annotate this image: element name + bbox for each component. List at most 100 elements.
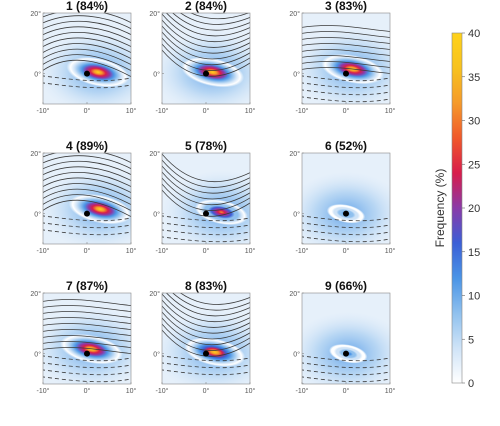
contour-line-solid — [162, 189, 250, 217]
contour-line-dashed — [162, 222, 250, 229]
center-dot — [203, 70, 209, 77]
contour-line-solid — [162, 165, 250, 194]
center-dot — [343, 70, 349, 77]
contour-line-dashed — [302, 222, 390, 229]
colorbar-tick-label: 30 — [468, 116, 480, 128]
frequency-hotspot — [68, 193, 131, 225]
panel-title: 8 (83%) — [185, 279, 227, 293]
y-tick-label: 20° — [149, 150, 160, 158]
contour-line-solid — [43, 32, 131, 48]
colorbar: 0 5 10 15 20 25 30 35 40 Frequency (%) — [433, 28, 480, 390]
contour-line-solid — [43, 323, 131, 330]
contour-line-solid — [162, 159, 250, 188]
contour-line-dashed — [302, 229, 390, 236]
panel-grid: 1 (84%)-10° 0° 10°0°20°2 (84%)-10° 0° 10°0°2… — [30, 0, 396, 395]
center-dot — [203, 210, 209, 217]
contour-line-solid — [162, 323, 250, 351]
contour-line-solid — [43, 166, 131, 182]
contour-line-solid — [43, 153, 131, 164]
colorbar-tick-label: 10 — [468, 291, 480, 303]
colorbar-label: Frequency (%) — [433, 169, 447, 248]
contour-line-solid — [43, 54, 131, 72]
contour-line-solid — [43, 59, 131, 78]
x-tick-label: 0° — [84, 247, 91, 255]
contour-line-solid — [302, 67, 390, 74]
contour-line-dashed — [43, 75, 131, 82]
contour-line-solid — [43, 299, 131, 306]
contour-line-dashed — [43, 229, 131, 236]
x-tick-label: -10° — [296, 107, 309, 115]
contour-line-solid — [172, 293, 250, 311]
x-tick-label: 10° — [385, 107, 396, 115]
center-dot — [343, 210, 349, 217]
contour-line-dashed — [162, 215, 250, 222]
x-tick-label: -10° — [156, 247, 169, 255]
contour-line-solid — [302, 31, 390, 38]
contour-line-solid — [302, 37, 390, 44]
panel-2: 2 (84%) -10° 0° 10° 0° 20° — [149, 0, 255, 115]
center-dot — [84, 210, 90, 217]
contour-line-solid — [162, 153, 250, 183]
contour-line-solid — [162, 43, 250, 71]
colorbar-tick-label: 5 — [468, 334, 474, 346]
x-tick-label: 10° — [245, 387, 256, 395]
x-tick-label: 10° — [385, 387, 396, 395]
y-tick-label: 0° — [293, 71, 300, 79]
contour-line-solid — [43, 317, 131, 324]
y-tick-label: 20° — [30, 150, 41, 158]
contour-line-solid — [302, 43, 390, 50]
x-tick-label: 0° — [343, 107, 350, 115]
x-tick-label: 10° — [245, 247, 256, 255]
y-tick-label: 0° — [34, 71, 41, 79]
contour-line-solid — [162, 329, 250, 357]
panel-title: 9 (66%) — [325, 279, 367, 293]
panel-8: 8 (83%) -10° 0° 10° 0° 20° — [149, 279, 256, 395]
contour-line-dashed — [302, 215, 390, 222]
y-tick-label: 20° — [149, 290, 160, 298]
x-tick-label: 10° — [126, 387, 137, 395]
contour-line-solid — [162, 177, 250, 206]
colorbar-tick-label: 25 — [468, 159, 480, 171]
contour-line-solid — [43, 43, 131, 60]
panel-title: 4 (89%) — [66, 139, 108, 153]
contour-line-solid — [162, 19, 250, 48]
contour-line-solid — [162, 317, 250, 346]
contour-line-dashed — [43, 362, 131, 369]
contour-line-solid — [165, 293, 250, 317]
contour-line-solid — [302, 55, 390, 62]
y-tick-label: 20° — [149, 10, 160, 18]
center-dot — [203, 350, 209, 357]
x-tick-label: -10° — [37, 107, 50, 115]
x-tick-label: 0° — [84, 107, 91, 115]
contour-line-dashed — [302, 75, 390, 82]
frequency-hotspot — [181, 56, 245, 88]
panel-3: 3 (83%) -10° 0° 10° 0° 20° — [289, 0, 396, 115]
x-tick-label: -10° — [296, 247, 309, 255]
contour-line-solid — [43, 183, 131, 200]
colorbar-gradient — [451, 32, 463, 384]
contour-line-solid — [43, 26, 131, 42]
y-tick-label: 20° — [30, 290, 41, 298]
x-tick-label: 0° — [343, 247, 350, 255]
y-tick-label: 0° — [34, 351, 41, 359]
contour-line-solid — [43, 20, 131, 36]
contour-line-solid — [43, 160, 131, 176]
y-tick-label: 0° — [293, 351, 300, 359]
center-dot — [84, 350, 90, 357]
contour-line-solid — [43, 172, 131, 188]
panel-9: 9 (66%) -10° 0° 10° 0° 20° — [289, 279, 396, 395]
y-tick-label: 0° — [34, 211, 41, 219]
y-tick-label: 20° — [30, 10, 41, 18]
colorbar-tick-label: 35 — [468, 72, 480, 84]
contour-line-dashed — [43, 82, 131, 89]
contour-line-solid — [43, 335, 131, 342]
contour-line-dashed — [162, 355, 250, 362]
contour-line-solid — [302, 49, 390, 56]
contour-line-solid — [43, 15, 131, 30]
contour-line-solid — [43, 188, 131, 206]
panel-title: 3 (83%) — [325, 0, 367, 13]
contour-line-solid — [162, 183, 250, 211]
colorbar-tick-label: 20 — [468, 203, 480, 215]
